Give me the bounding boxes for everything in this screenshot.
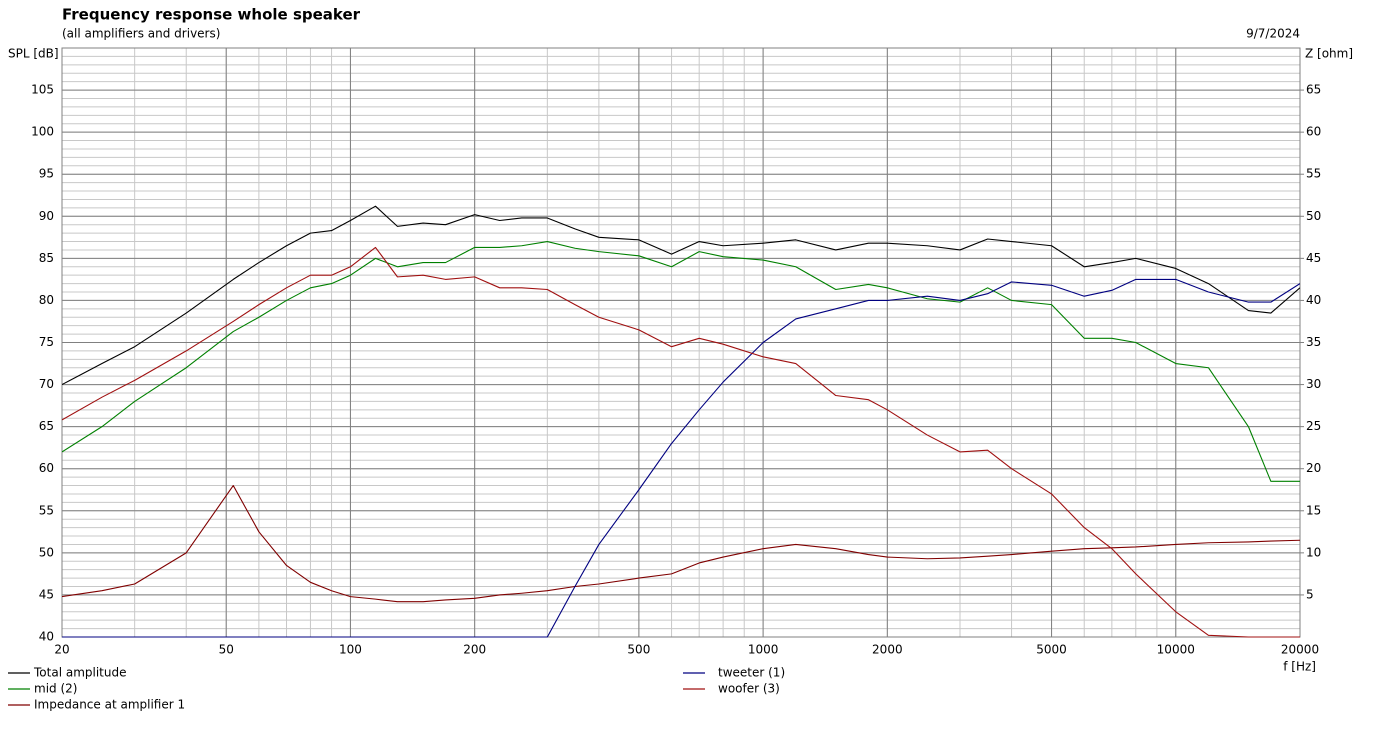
legend-label: woofer (3) <box>718 682 780 696</box>
y2-tick-label: 40 <box>1306 293 1321 307</box>
x-tick-label: 100 <box>339 643 362 657</box>
y2-tick-label: 35 <box>1306 335 1321 349</box>
y2-tick-label: 10 <box>1306 545 1321 559</box>
series-line <box>62 240 1300 482</box>
y2-tick-label: 15 <box>1306 503 1321 517</box>
legend-label: Total amplitude <box>33 666 126 680</box>
y-tick-label: 55 <box>39 503 54 517</box>
series-line <box>62 484 1300 603</box>
y-tick-label: 85 <box>39 251 54 265</box>
y-tick-label: 105 <box>31 83 54 97</box>
y-tick-label: 75 <box>39 335 54 349</box>
x-tick-label: 2000 <box>872 643 903 657</box>
y2-tick-label: 55 <box>1306 167 1321 181</box>
x-tick-label: 20 <box>54 643 69 657</box>
plot-frame <box>61 47 1301 638</box>
y-tick-label: 65 <box>39 419 54 433</box>
y-tick-label: 90 <box>39 209 54 223</box>
x-tick-label: 50 <box>219 643 234 657</box>
y2-tick-label: 50 <box>1306 209 1321 223</box>
y-tick-label: 60 <box>39 461 54 475</box>
y2-axis-label: Z [ohm] <box>1305 47 1353 61</box>
y2-tick-label: 25 <box>1306 419 1321 433</box>
y2-tick-label: 20 <box>1306 461 1321 475</box>
y-tick-label: 50 <box>39 545 54 559</box>
plot-area <box>62 205 1300 638</box>
series-line <box>62 205 1300 386</box>
chart-title: Frequency response whole speaker <box>62 6 361 24</box>
legend-label: tweeter (1) <box>718 666 785 680</box>
y2-tick-label: 45 <box>1306 251 1321 265</box>
y-tick-label: 100 <box>31 125 54 139</box>
y2-tick-label: 5 <box>1306 587 1314 601</box>
y-tick-label: 80 <box>39 293 54 307</box>
legend-label: mid (2) <box>34 682 77 696</box>
y2-tick-label: 65 <box>1306 83 1321 97</box>
series-line <box>62 246 1300 638</box>
x-tick-label: 20000 <box>1281 643 1319 657</box>
y-tick-label: 45 <box>39 587 54 601</box>
legend-label: Impedance at amplifier 1 <box>34 698 185 712</box>
chart-subtitle: (all amplifiers and drivers) <box>62 27 220 41</box>
date: 9/7/2024 <box>1246 27 1300 41</box>
y-tick-label: 40 <box>39 630 54 644</box>
y-axis-label: SPL [dB] <box>8 47 59 61</box>
x-axis-label: f [Hz] <box>1283 660 1316 674</box>
y-tick-label: 70 <box>39 377 54 391</box>
x-tick-label: 500 <box>627 643 650 657</box>
x-tick-label: 200 <box>463 643 486 657</box>
x-tick-label: 1000 <box>748 643 779 657</box>
y-tick-label: 95 <box>39 167 54 181</box>
series-line <box>62 278 1300 638</box>
x-tick-label: 10000 <box>1157 643 1195 657</box>
x-tick-label: 5000 <box>1036 643 1067 657</box>
y2-tick-label: 60 <box>1306 125 1321 139</box>
y2-tick-label: 30 <box>1306 377 1321 391</box>
